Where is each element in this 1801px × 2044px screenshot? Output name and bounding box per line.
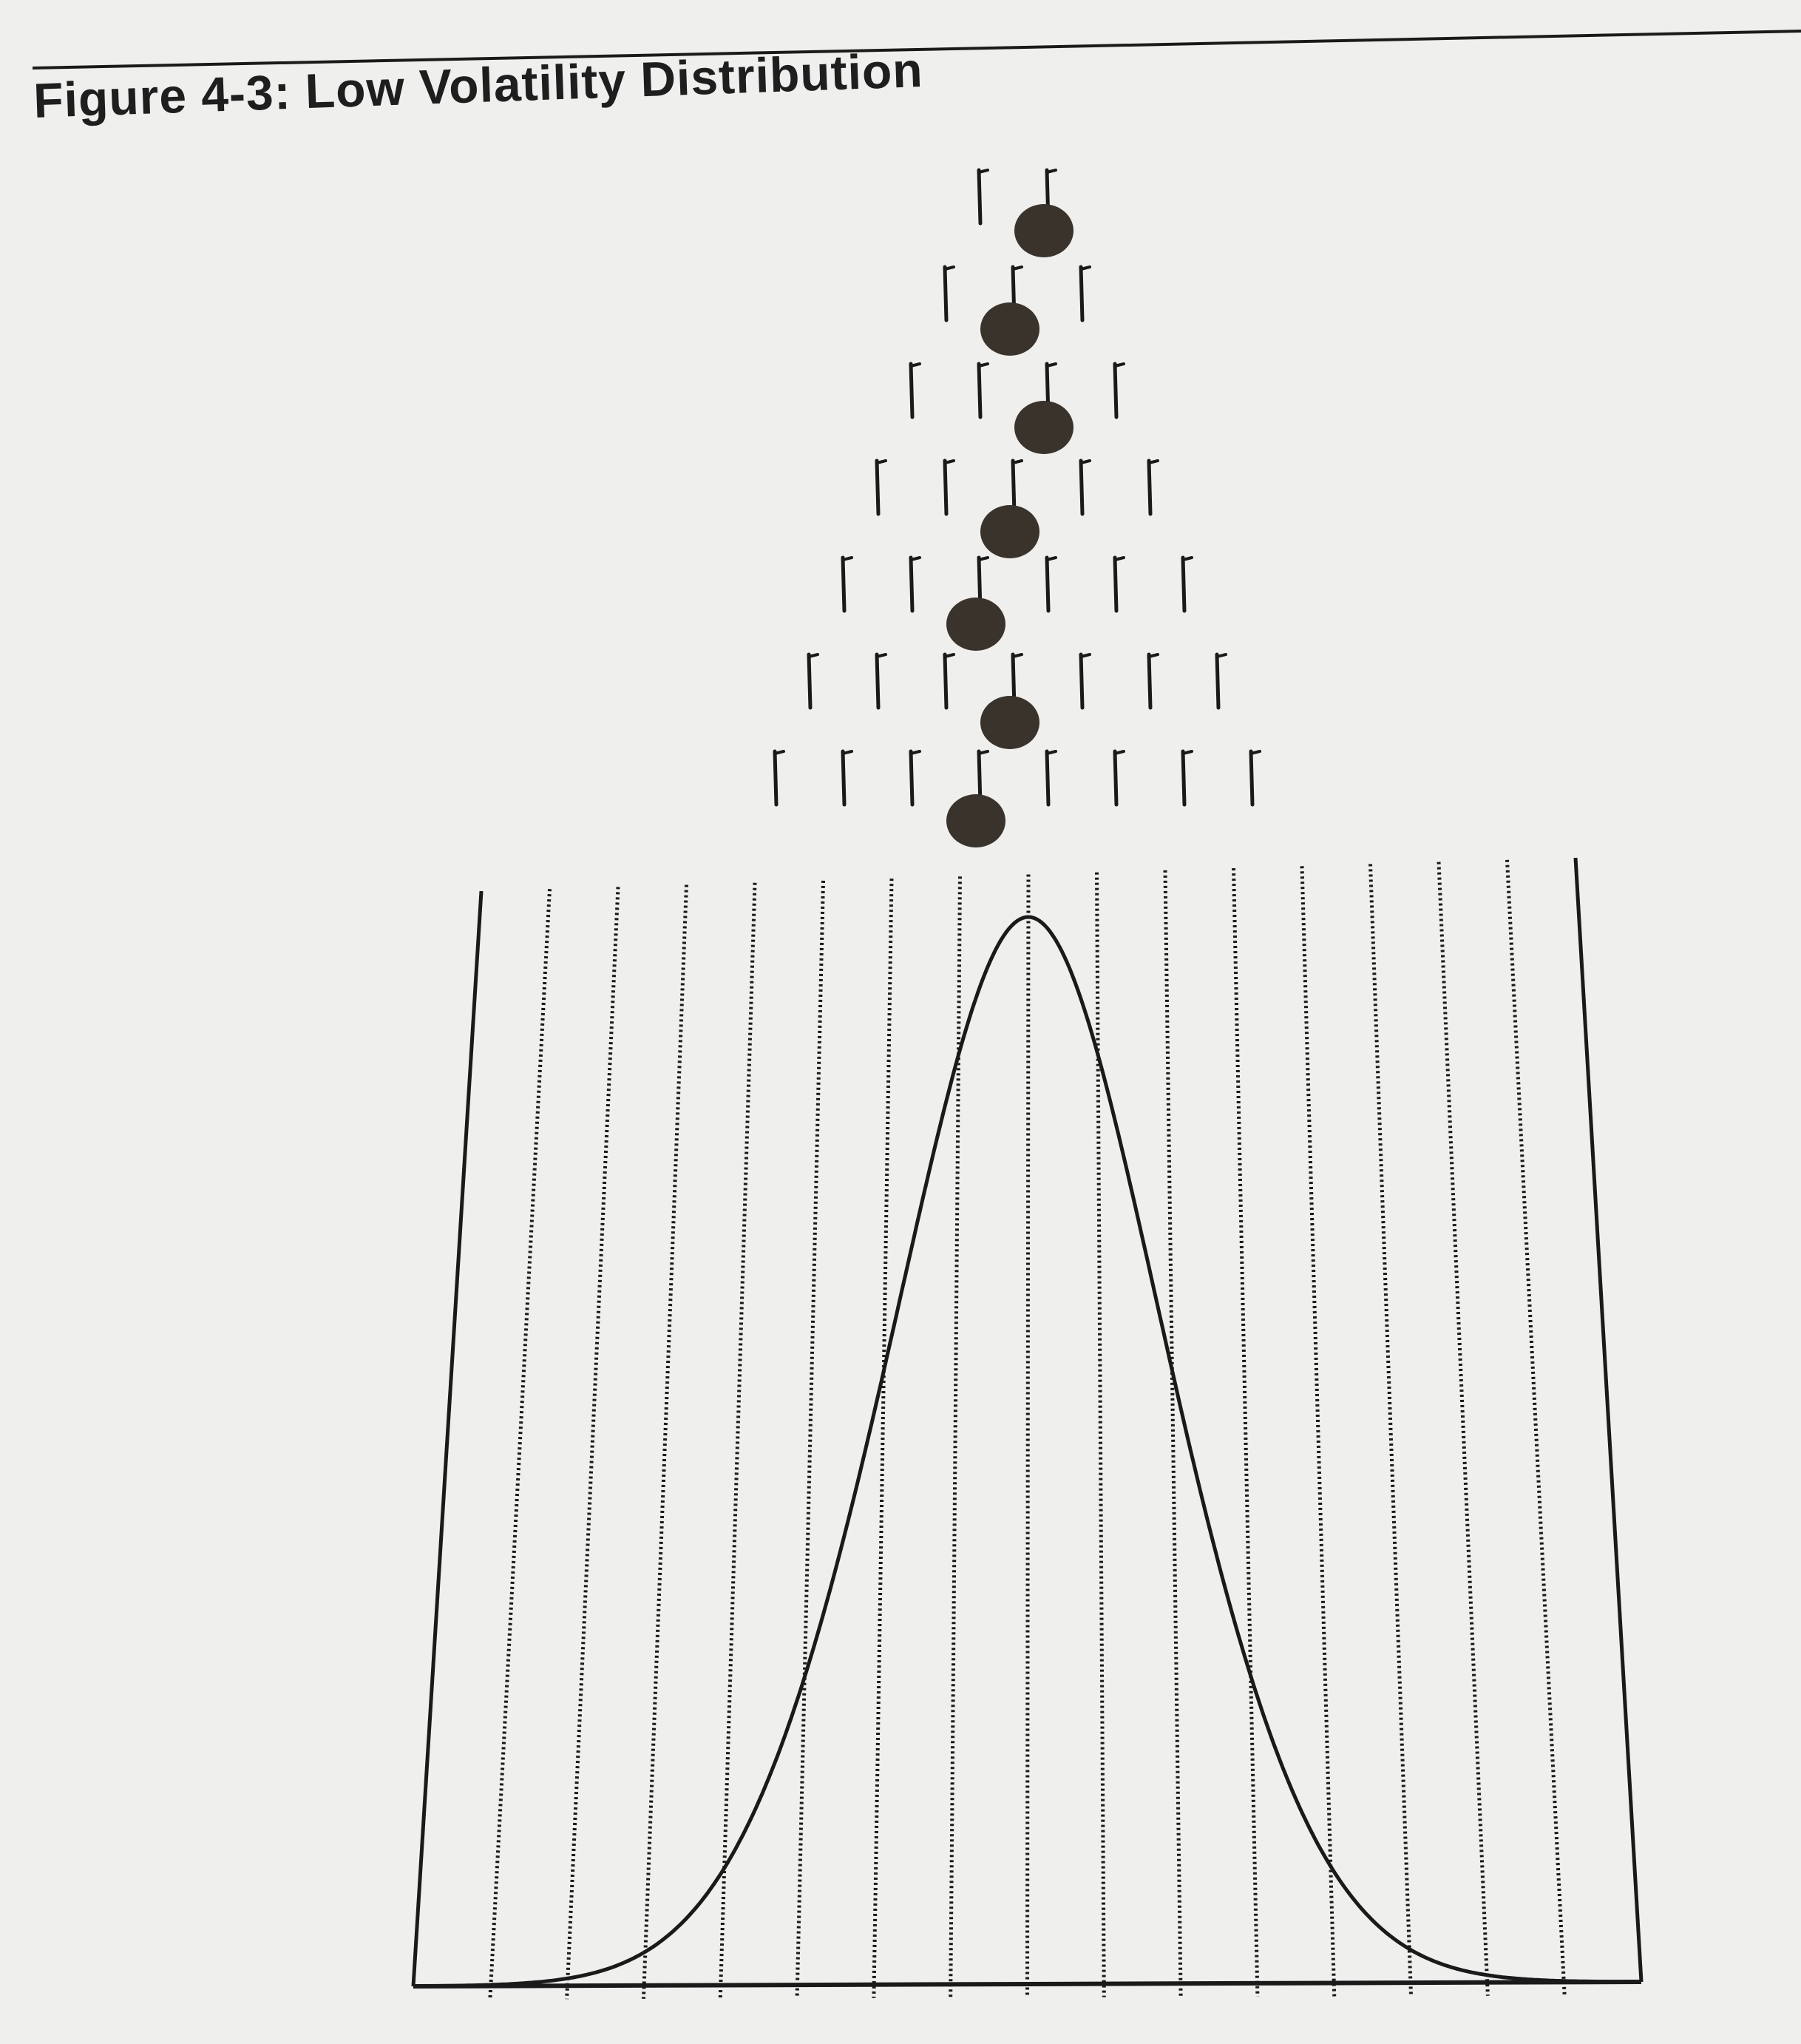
- peg: [1113, 362, 1119, 419]
- peg: [977, 750, 989, 755]
- bin-divider: [1300, 866, 1337, 1997]
- peg: [1215, 652, 1221, 710]
- distribution-curve-group: [413, 915, 1641, 1989]
- peg: [977, 362, 989, 368]
- peg: [1011, 458, 1017, 516]
- peg: [1249, 750, 1261, 755]
- ball: [1014, 401, 1074, 454]
- peg: [1045, 362, 1057, 368]
- peg: [1249, 749, 1255, 807]
- peg: [977, 169, 989, 174]
- peg: [1147, 652, 1153, 710]
- peg: [909, 750, 921, 755]
- peg: [1079, 265, 1091, 271]
- peg: [1113, 362, 1125, 368]
- peg: [875, 459, 887, 464]
- peg: [1147, 653, 1159, 658]
- peg: [841, 556, 853, 561]
- peg: [977, 168, 983, 226]
- peg: [909, 556, 921, 561]
- peg: [943, 653, 955, 658]
- bin-wall: [411, 890, 484, 1987]
- bin-divider: [565, 887, 620, 2000]
- ball-path: [946, 204, 1074, 847]
- bin-wall: [1573, 857, 1644, 1983]
- peg: [1181, 750, 1193, 755]
- peg: [1079, 653, 1091, 658]
- bin-divider: [641, 884, 688, 1999]
- peg: [909, 749, 915, 807]
- peg: [1011, 653, 1023, 658]
- ball: [980, 505, 1039, 558]
- bin-divider: [1095, 872, 1106, 1997]
- peg: [1011, 459, 1023, 464]
- peg: [1045, 169, 1057, 174]
- peg: [943, 265, 949, 322]
- bin-divider: [1232, 868, 1260, 1997]
- peg: [875, 458, 881, 516]
- peg: [1079, 652, 1085, 710]
- peg: [1011, 265, 1023, 271]
- peg: [1113, 555, 1119, 613]
- peg: [943, 458, 949, 516]
- bin-divider: [949, 876, 962, 1998]
- peg: [1045, 750, 1057, 755]
- peg: [1113, 750, 1125, 755]
- baseline: [413, 1980, 1642, 1989]
- peg: [977, 362, 983, 419]
- peg: [1181, 749, 1187, 807]
- bin-divider: [795, 880, 825, 1999]
- peg: [773, 749, 779, 807]
- ball: [980, 302, 1039, 356]
- peg: [841, 555, 847, 613]
- page-top-edge: [32, 30, 1801, 70]
- peg: [909, 362, 915, 419]
- peg: [1113, 749, 1119, 807]
- peg: [773, 750, 785, 755]
- peg: [1181, 555, 1187, 613]
- ball: [946, 794, 1005, 847]
- ball: [946, 598, 1005, 651]
- peg: [943, 265, 955, 271]
- peg: [875, 652, 881, 710]
- peg: [909, 555, 915, 613]
- peg: [841, 749, 847, 807]
- peg: [1045, 556, 1057, 561]
- bin-divider: [872, 879, 894, 1998]
- bin-divider: [1505, 859, 1567, 1996]
- peg: [1147, 458, 1153, 516]
- bin-divider: [1025, 874, 1031, 1998]
- peg: [1215, 653, 1227, 658]
- peg: [909, 362, 921, 368]
- bin-divider: [1163, 870, 1183, 1997]
- ball: [980, 696, 1039, 749]
- bin-divider: [488, 889, 552, 2000]
- bin-divider: [1437, 862, 1490, 1996]
- peg: [1045, 555, 1051, 613]
- peg: [1113, 556, 1125, 561]
- peg: [1045, 749, 1051, 807]
- bin-divider: [1368, 864, 1414, 1997]
- peg: [1181, 556, 1193, 561]
- peg: [1079, 459, 1091, 464]
- peg: [807, 652, 813, 710]
- peg: [943, 459, 955, 464]
- peg: [1079, 458, 1085, 516]
- peg: [977, 556, 989, 561]
- peg: [875, 653, 887, 658]
- bin-divider: [718, 882, 757, 1999]
- peg: [943, 652, 949, 710]
- normal-distribution-curve: [413, 915, 1641, 1989]
- peg: [807, 653, 819, 658]
- peg: [1147, 459, 1159, 464]
- peg: [1079, 265, 1085, 322]
- peg: [841, 750, 853, 755]
- ball: [1014, 204, 1074, 257]
- bin-dividers: [411, 857, 1644, 2000]
